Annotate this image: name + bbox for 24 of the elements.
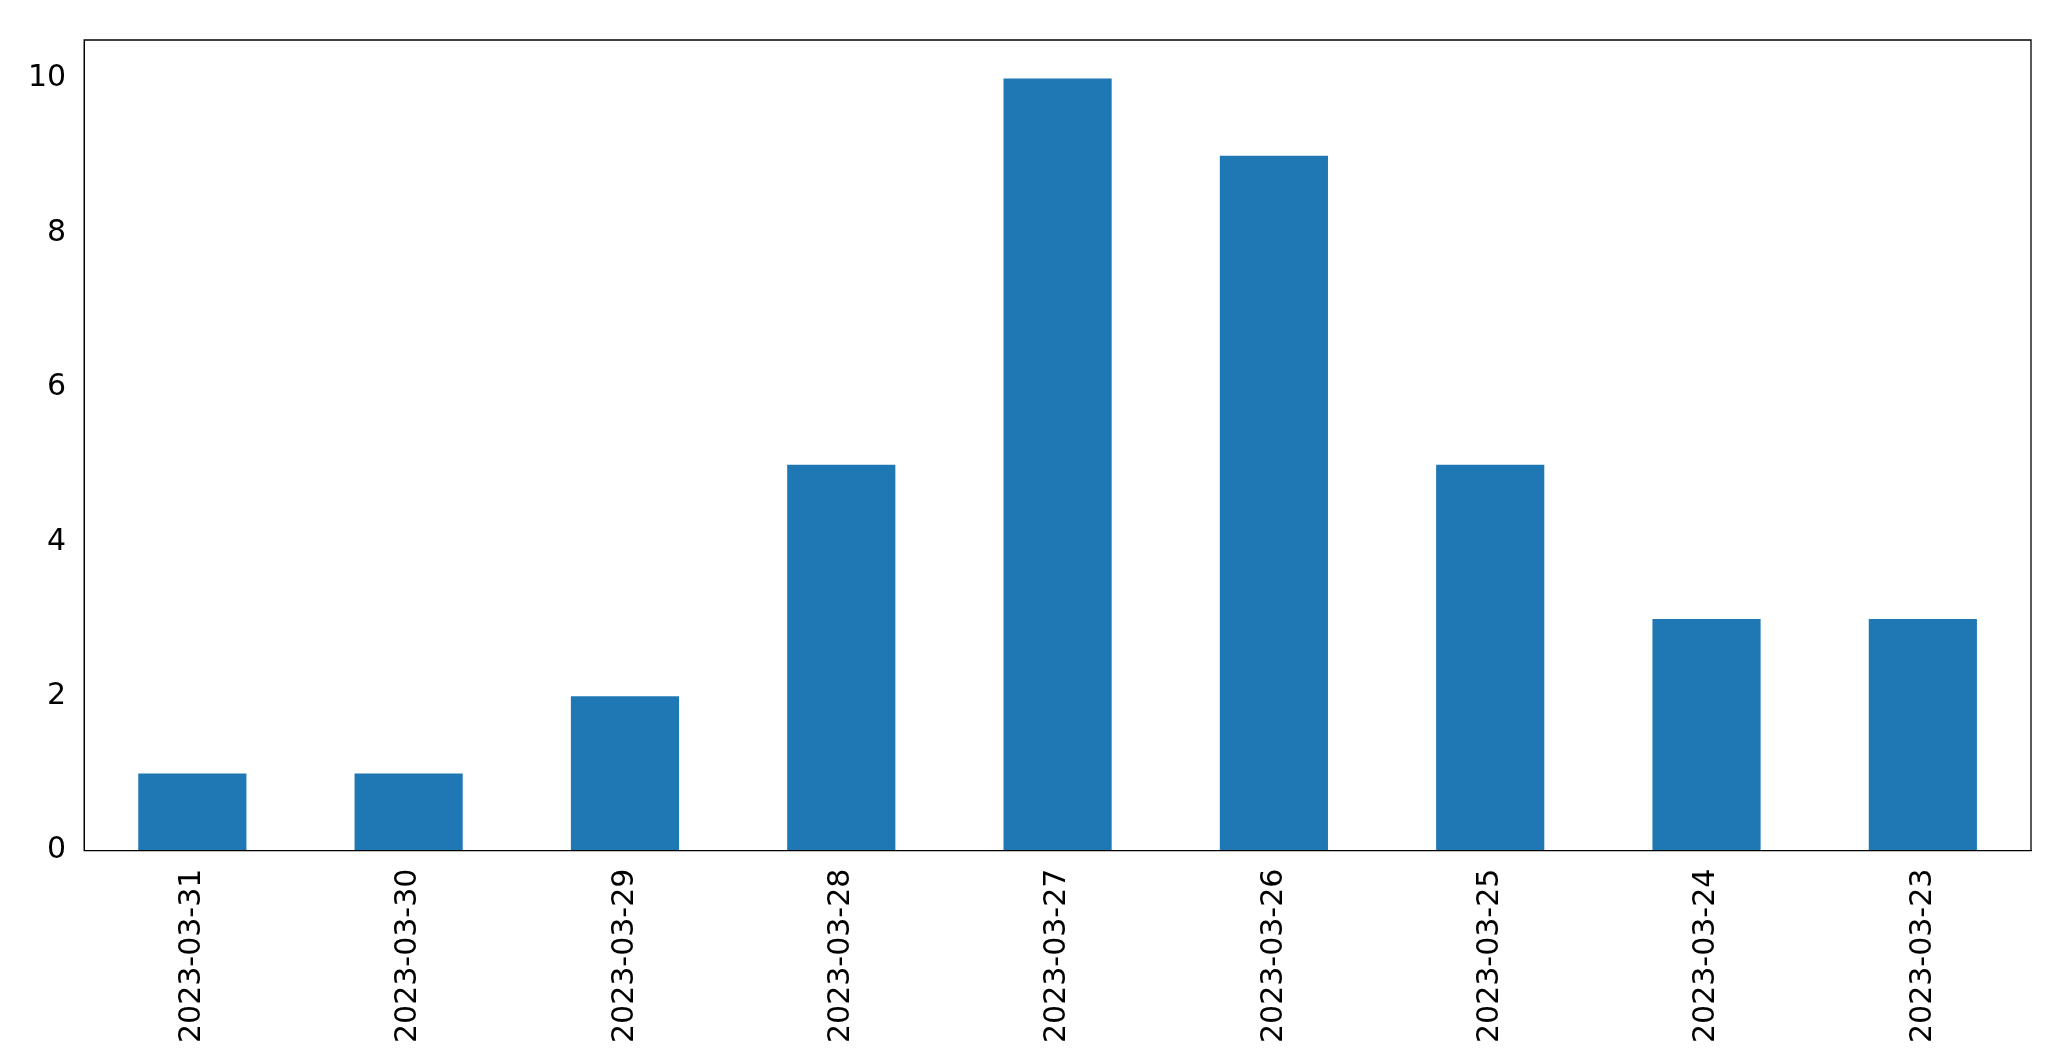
bar (787, 464, 896, 851)
x-tick-label: 2023-03-25 (1470, 868, 1506, 1044)
x-tick-label: 2023-03-27 (1037, 868, 1073, 1044)
y-tick-label: 6 (47, 367, 67, 403)
bar (1652, 619, 1761, 851)
bar (1868, 619, 1977, 851)
bar (1003, 78, 1112, 851)
y-tick-label: 4 (47, 521, 67, 557)
x-tick-label: 2023-03-29 (604, 868, 640, 1044)
x-tick-label: 2023-03-23 (1902, 868, 1938, 1044)
bar (1219, 155, 1328, 851)
y-tick-label: 10 (27, 58, 67, 94)
bar (354, 773, 463, 851)
y-tick-label: 8 (47, 212, 67, 248)
bar (1436, 464, 1545, 851)
bar (570, 696, 680, 851)
x-tick-label: 2023-03-26 (1253, 868, 1289, 1044)
x-tick-label: 2023-03-28 (821, 868, 857, 1044)
y-tick-label: 2 (47, 676, 67, 712)
y-tick-label: 0 (47, 830, 67, 866)
x-tick-label: 2023-03-24 (1686, 868, 1722, 1044)
bar (138, 773, 247, 851)
x-tick-label: 2023-03-30 (388, 868, 424, 1044)
x-tick-label: 2023-03-31 (172, 868, 208, 1044)
